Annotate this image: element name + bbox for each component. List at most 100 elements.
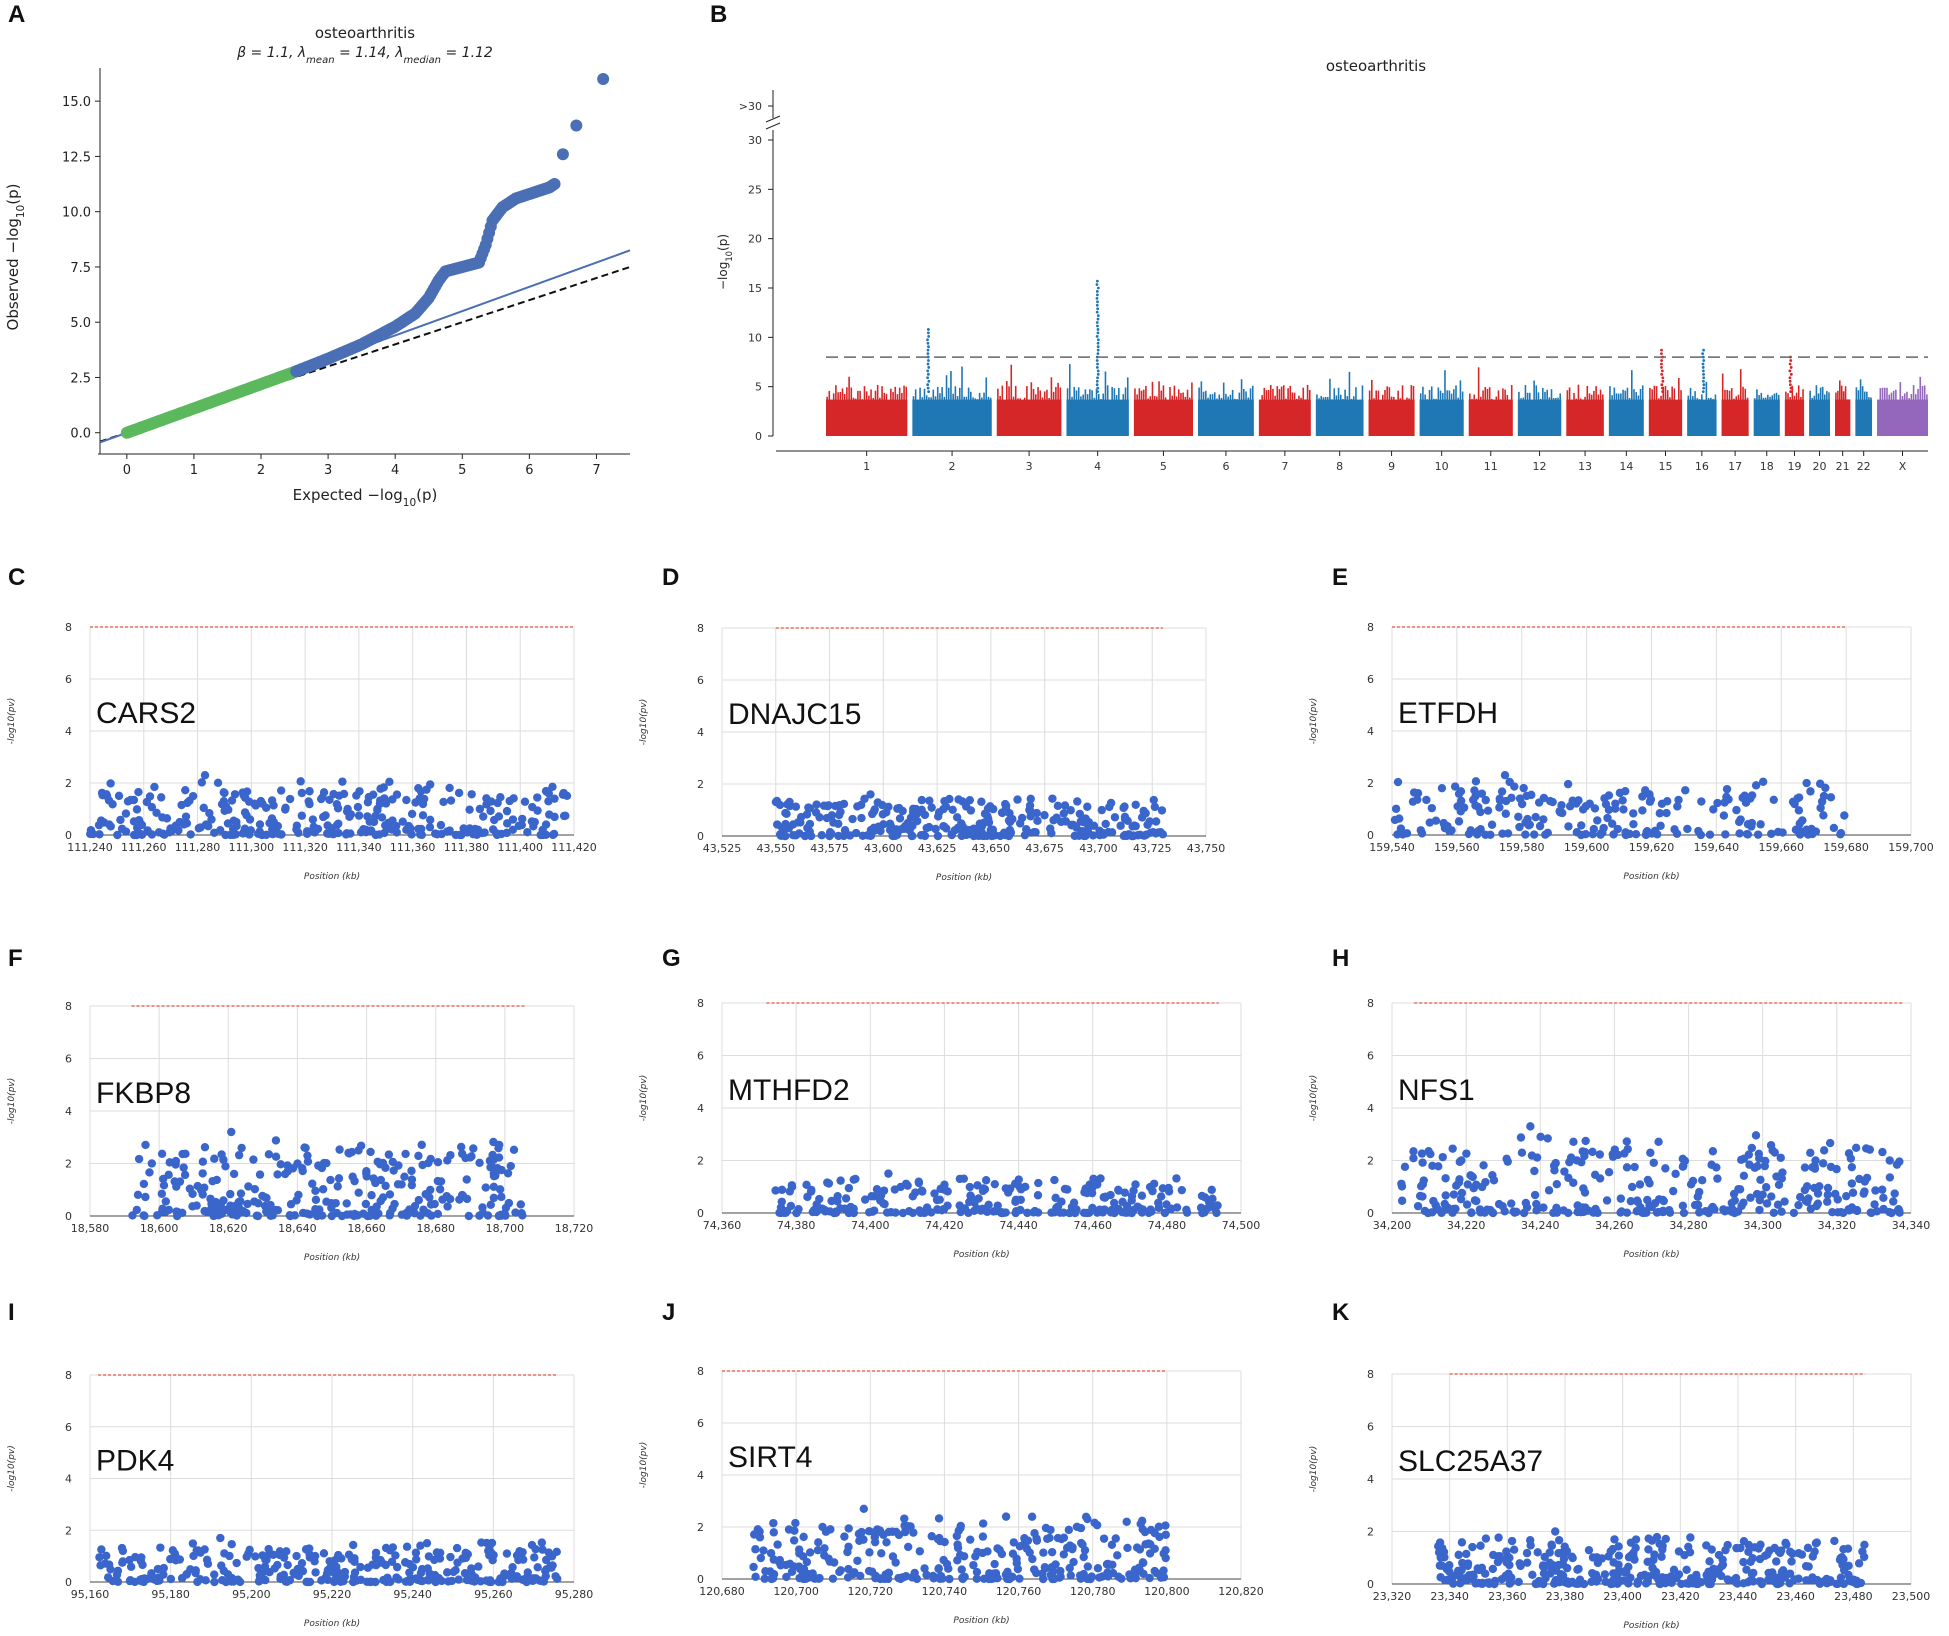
data-point	[1082, 1188, 1092, 1198]
data-point	[475, 1158, 484, 1168]
data-point	[1138, 1206, 1148, 1215]
data-point	[1069, 1198, 1079, 1207]
data-point	[385, 777, 394, 787]
data-point	[1755, 1577, 1764, 1586]
manhattan-peak-point	[1702, 372, 1705, 376]
data-point	[1418, 1158, 1427, 1167]
data-point	[251, 801, 260, 810]
manhattan-chrom-20: 20	[1809, 385, 1831, 473]
data-point	[1666, 1572, 1676, 1581]
data-point	[236, 1189, 246, 1198]
data-point	[869, 1206, 879, 1215]
data-point	[1746, 1193, 1755, 1202]
data-point	[538, 1545, 547, 1554]
data-point	[1127, 831, 1136, 841]
manhattan-peak-point	[1660, 362, 1663, 366]
data-point	[786, 1201, 796, 1211]
x-tick-label: 120,820	[1218, 1585, 1264, 1598]
data-point	[1015, 1542, 1025, 1551]
data-point	[1532, 1206, 1541, 1215]
data-point	[1059, 1533, 1069, 1542]
data-point	[1554, 1536, 1564, 1545]
data-point	[766, 1549, 776, 1558]
data-point	[311, 1195, 321, 1205]
data-point	[147, 1569, 156, 1578]
manhattan-peak-point	[1096, 372, 1100, 376]
data-point	[1079, 1552, 1088, 1562]
y-axis-label: -log10(pv)	[639, 699, 649, 745]
data-point	[479, 812, 488, 821]
data-point	[1445, 1561, 1454, 1570]
data-point	[1156, 1573, 1166, 1582]
data-point	[1154, 1522, 1164, 1531]
y-tick-label: 6	[65, 1421, 72, 1434]
manhattan-x-tick-label: 6	[1222, 460, 1229, 473]
data-point	[1040, 811, 1049, 820]
data-point	[497, 1192, 506, 1202]
data-point	[298, 1566, 308, 1576]
panel-label-i: I	[8, 1299, 15, 1326]
data-point	[1397, 1196, 1407, 1205]
data-point	[1564, 1173, 1573, 1183]
data-point	[1517, 799, 1527, 809]
manhattan-peak-point	[1095, 303, 1099, 307]
data-point	[1113, 1551, 1122, 1560]
data-point	[152, 1576, 162, 1586]
data-point	[443, 1202, 452, 1211]
data-point	[1885, 1207, 1894, 1217]
data-point	[530, 1553, 539, 1562]
data-point	[1879, 1193, 1888, 1202]
x-tick-label: 43,575	[810, 842, 849, 855]
data-point	[445, 1194, 455, 1204]
data-point	[935, 1574, 945, 1584]
data-point	[1756, 1175, 1765, 1185]
data-point	[879, 820, 888, 829]
manhattan-peak-point	[1096, 286, 1100, 290]
data-point	[1084, 1208, 1094, 1218]
data-point	[1619, 805, 1628, 814]
x-tick-label: 120,740	[922, 1585, 968, 1598]
x-axis-label: Position (kb)	[304, 1253, 360, 1263]
data-point	[157, 1189, 167, 1198]
manhattan-peak-point	[1702, 359, 1706, 362]
x-tick-label: 34,240	[1521, 1219, 1560, 1232]
data-point	[311, 1205, 320, 1214]
data-point	[1076, 817, 1085, 826]
data-point	[1720, 1207, 1730, 1216]
y-tick-label: 0	[65, 829, 72, 842]
manhattan-peak-point	[1096, 324, 1099, 328]
data-point	[502, 819, 512, 828]
data-point	[1589, 1208, 1598, 1217]
data-point	[418, 799, 428, 809]
data-point	[1670, 825, 1679, 834]
data-point	[1047, 828, 1056, 838]
manhattan-y-label: −log10(p)	[716, 234, 734, 290]
data-point	[990, 1179, 1000, 1189]
x-tick-label: 18,600	[140, 1222, 179, 1235]
data-point	[1732, 805, 1741, 815]
data-point	[152, 1211, 162, 1220]
y-tick-label: 8	[1367, 621, 1374, 634]
data-point	[798, 1552, 808, 1561]
data-point	[414, 1151, 423, 1161]
data-point	[462, 1575, 472, 1585]
data-point	[1724, 795, 1733, 804]
data-point	[446, 1552, 455, 1562]
data-point	[308, 1179, 317, 1188]
data-point	[1651, 1571, 1660, 1581]
data-point	[1797, 827, 1807, 836]
data-point	[335, 1145, 344, 1154]
data-point	[150, 782, 159, 792]
data-point	[1138, 1525, 1147, 1534]
data-point	[480, 828, 489, 837]
data-point	[1673, 802, 1682, 811]
data-point	[159, 1563, 168, 1573]
data-point	[1569, 1137, 1578, 1146]
data-point	[1608, 1579, 1618, 1588]
manhattan-peak-point	[1789, 372, 1793, 376]
data-point	[330, 1575, 340, 1585]
data-point	[1065, 1208, 1074, 1218]
data-point	[1844, 1149, 1854, 1158]
data-point	[779, 830, 788, 839]
data-point	[812, 1207, 821, 1217]
